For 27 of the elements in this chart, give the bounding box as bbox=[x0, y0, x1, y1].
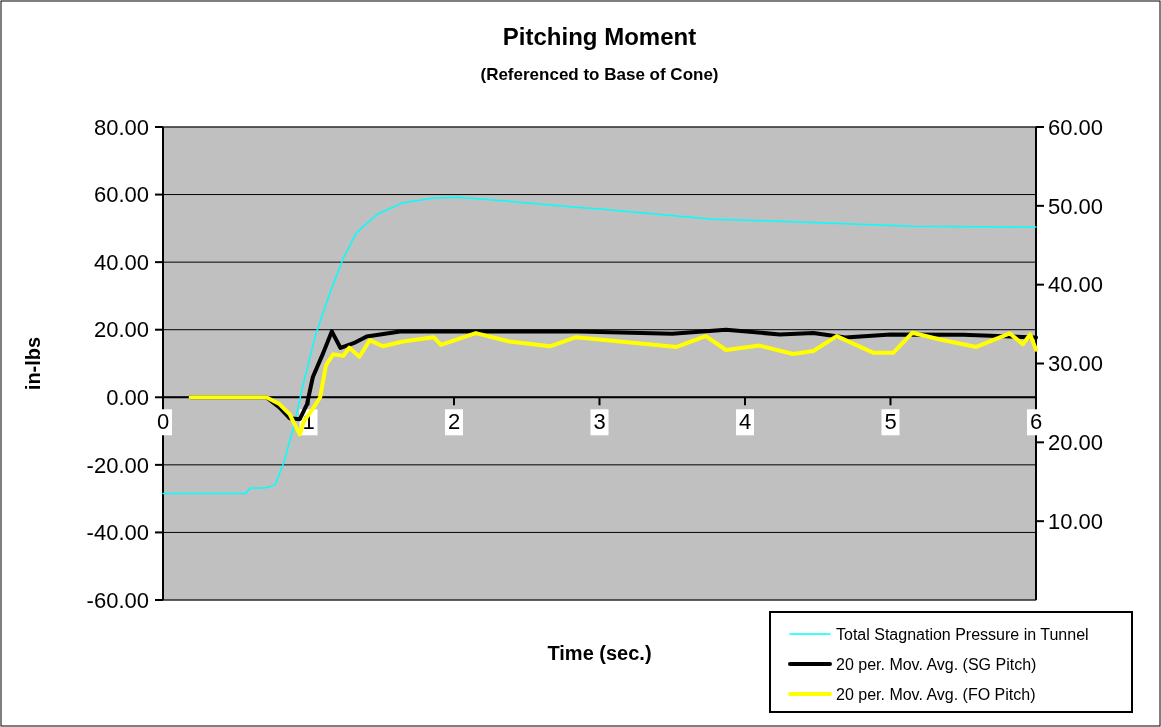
y2-tick-label: 60.00 bbox=[1048, 114, 1104, 140]
x-tick-label: 0 bbox=[156, 409, 170, 435]
y-tick-label: 80.00 bbox=[93, 114, 149, 140]
y-tick-label: -20.00 bbox=[86, 452, 149, 478]
legend-label: 20 per. Mov. Avg. (SG Pitch) bbox=[836, 655, 1037, 673]
chart-subtitle: (Referenced to Base of Cone) bbox=[480, 65, 719, 84]
y-tick-label: 0.00 bbox=[106, 384, 149, 410]
x-tick-label: 3 bbox=[593, 409, 606, 435]
y2-tick-label: 20.00 bbox=[1048, 430, 1104, 456]
x-tick-label: 4 bbox=[738, 409, 752, 435]
x-tick-label: 2 bbox=[447, 409, 461, 435]
y-tick-label: 40.00 bbox=[93, 249, 149, 275]
legend-label: Total Stagnation Pressure in Tunnel bbox=[836, 625, 1089, 643]
y2-tick-label: 10.00 bbox=[1048, 508, 1104, 534]
y2-tick-label: 40.00 bbox=[1048, 272, 1104, 298]
x-tick-label: 5 bbox=[884, 409, 897, 435]
y2-tick-label: 50.00 bbox=[1048, 193, 1104, 219]
x-tick-label: 6 bbox=[1029, 409, 1043, 435]
y-tick-label: 60.00 bbox=[93, 182, 149, 208]
chart-title: Pitching Moment bbox=[502, 23, 697, 50]
y-tick-label: 20.00 bbox=[93, 317, 149, 343]
x-axis-title: Time (sec.) bbox=[547, 642, 652, 664]
y2-tick-label: 30.00 bbox=[1048, 351, 1104, 377]
y-axis-title: in-lbs bbox=[22, 336, 44, 391]
y-tick-label: -60.00 bbox=[86, 587, 149, 613]
legend-label: 20 per. Mov. Avg. (FO Pitch) bbox=[836, 685, 1036, 703]
y-tick-label: -40.00 bbox=[86, 520, 149, 546]
